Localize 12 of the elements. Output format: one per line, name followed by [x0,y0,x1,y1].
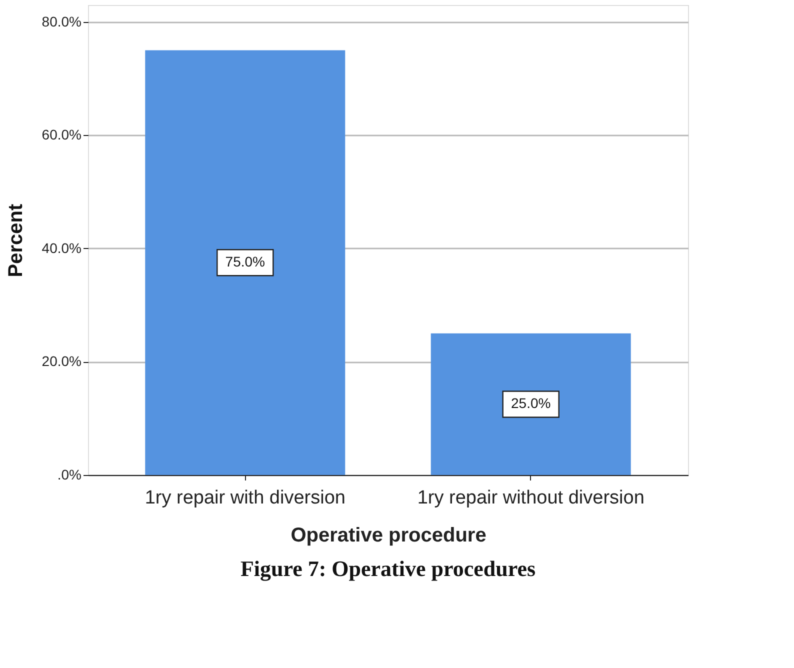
y-tick-label: 60.0% [42,126,82,143]
x-axis-title: Operative procedure [290,524,486,546]
y-tick-label: 40.0% [42,240,82,256]
text: Figure 7: Operative procedures [240,556,536,581]
data-label: 25.0% [511,395,551,412]
y-tick-label: .0% [57,466,82,482]
y-tick-label: 20.0% [42,353,82,370]
data-label: 75.0% [225,254,265,270]
y-tick-label: 80.0% [42,13,82,30]
x-tick-label: 1ry repair with diversion [144,488,346,508]
x-tick-label: 1ry repair without diversion [417,488,644,508]
y-axis-title: Percent [4,203,27,278]
